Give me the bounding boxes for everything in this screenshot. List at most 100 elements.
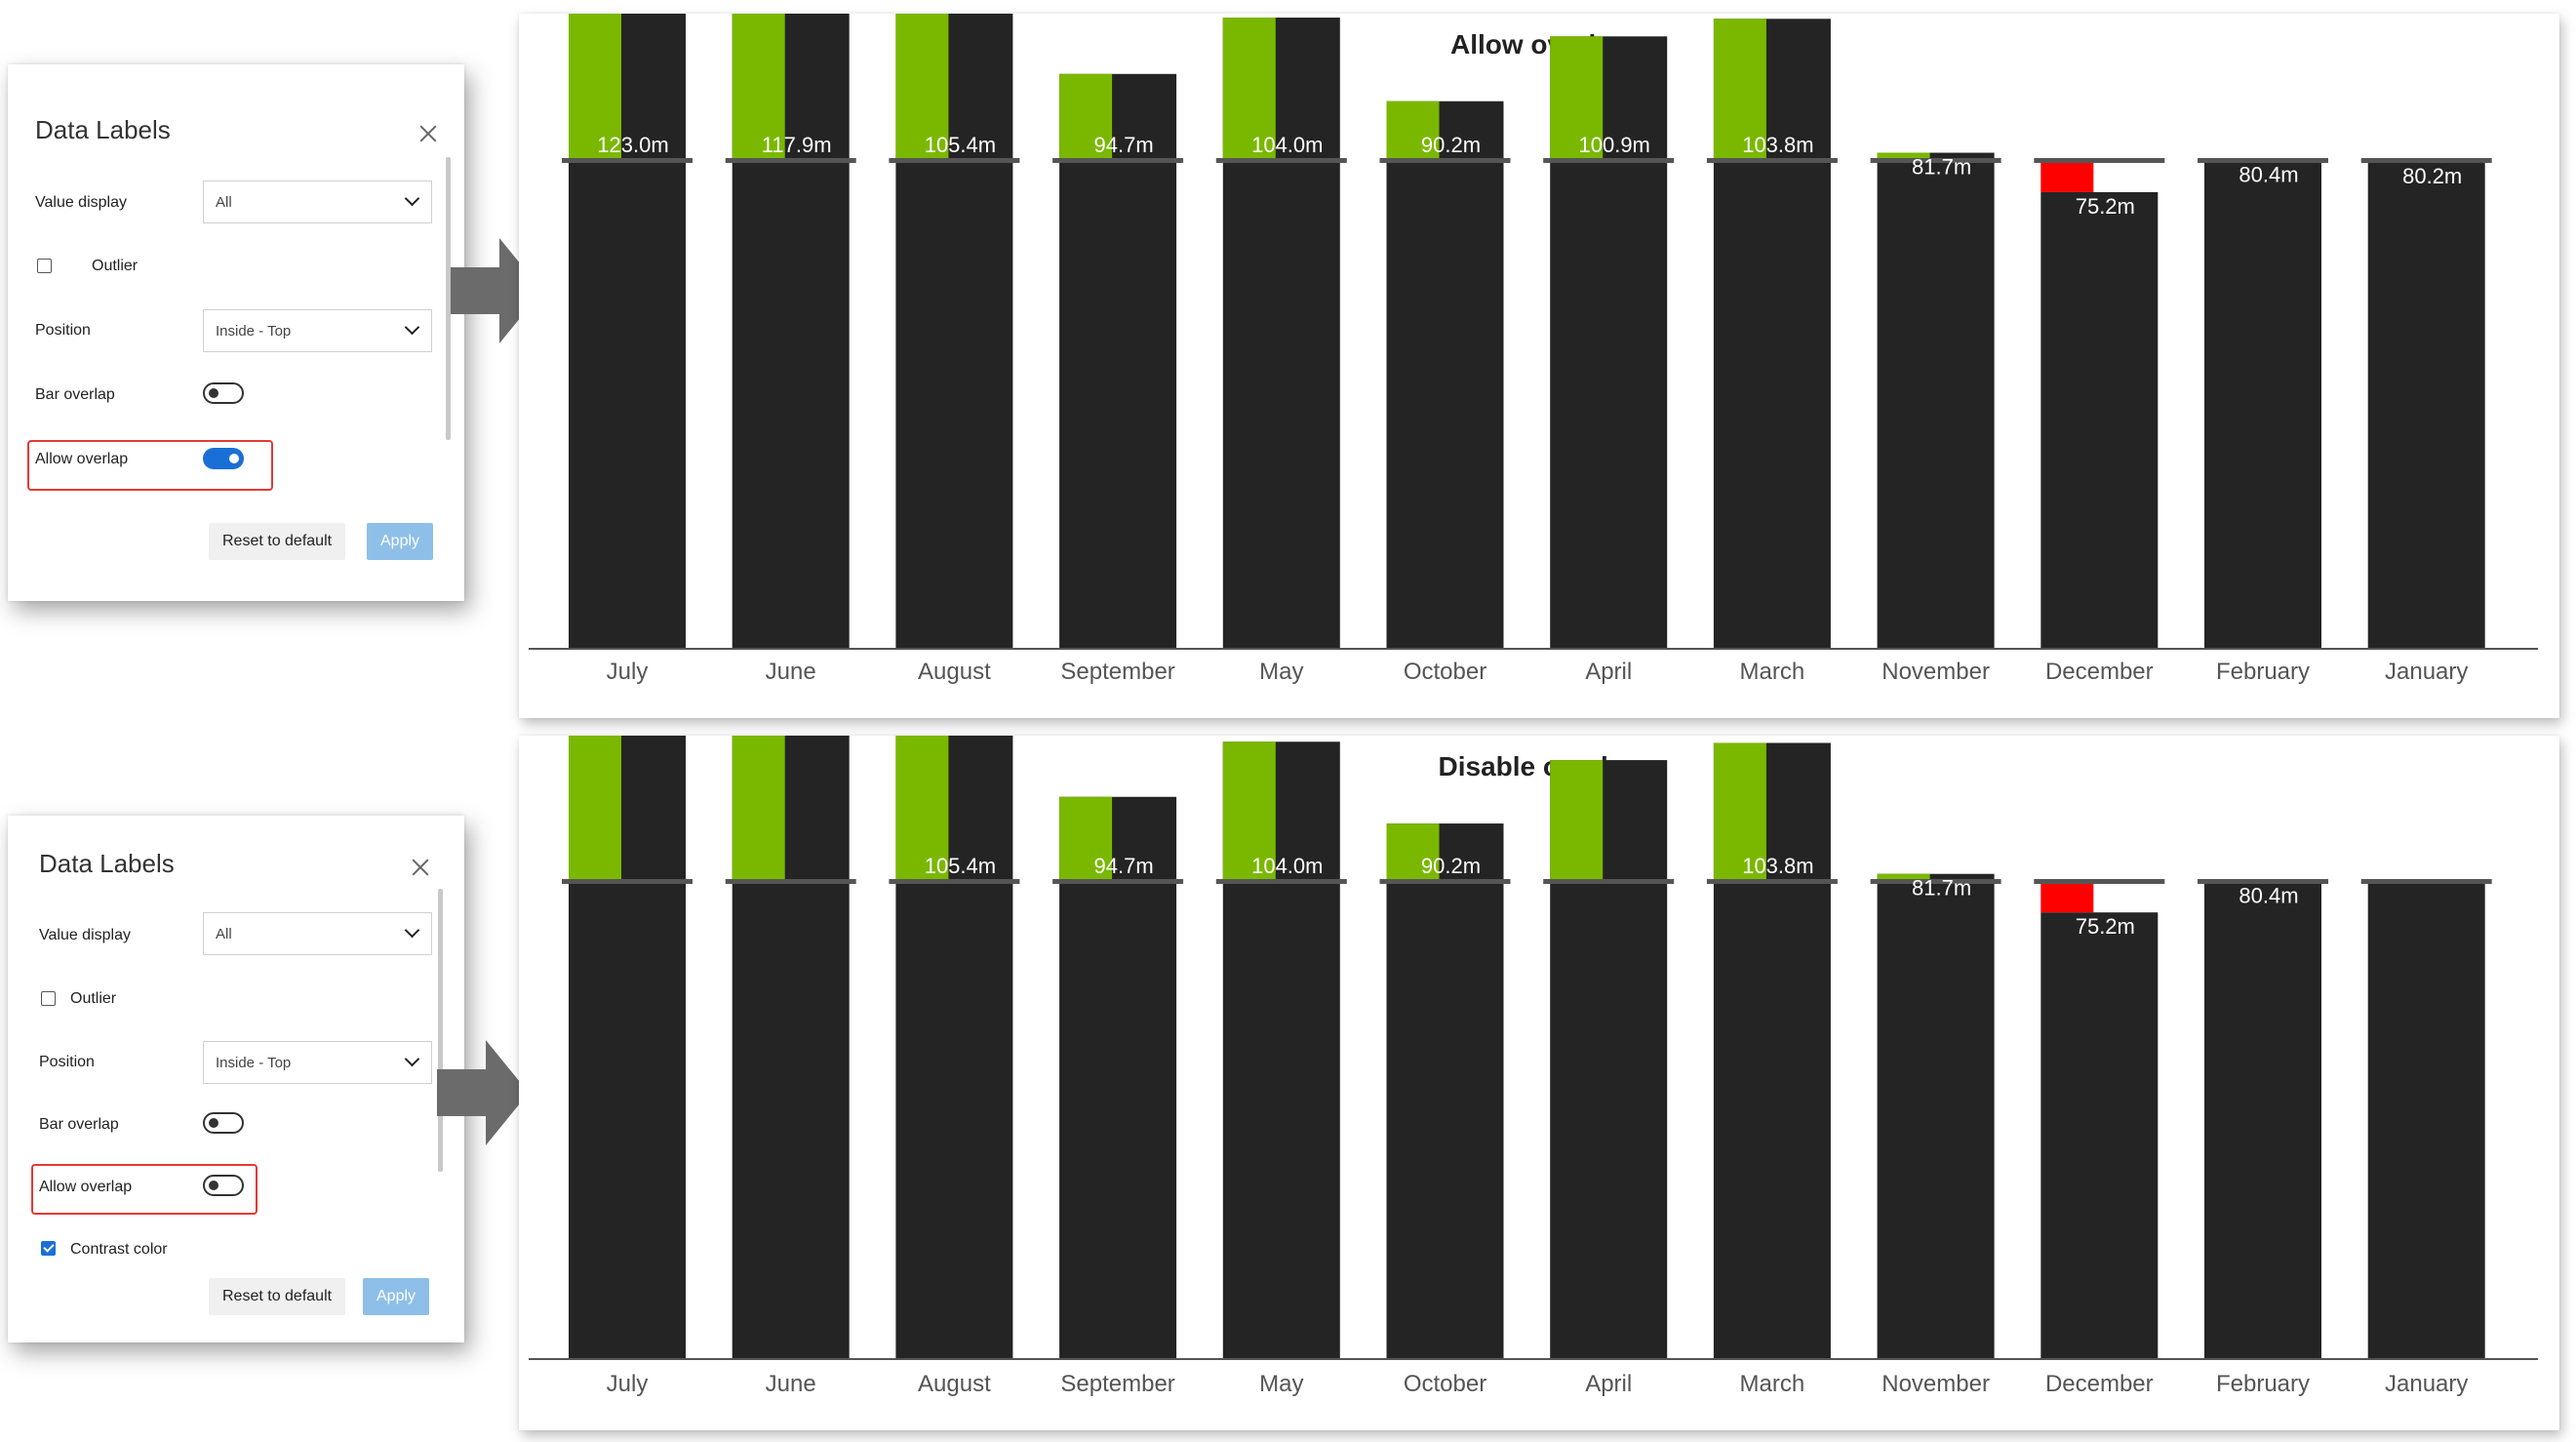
data-label-february: 80.4m [2239, 884, 2298, 908]
value-display-value: All [216, 926, 232, 942]
bar-november [1877, 152, 1995, 649]
reset-to-default-button[interactable]: Reset to default [209, 523, 346, 560]
bar-chart: 123.0m July 117.9m June 105.4m August 94.7m Sep… [529, 14, 2538, 685]
data-label-may: 104.0m [1251, 133, 1323, 157]
positive-variance-june [732, 736, 785, 881]
positive-variance-may [1222, 741, 1276, 881]
positive-variance-may [1222, 18, 1276, 161]
position-label: Position [39, 1054, 95, 1070]
allow-overlap-label: Allow overlap [35, 451, 129, 467]
reference-line-march [1706, 158, 1838, 163]
outlier-label: Outlier [92, 258, 139, 274]
category-label-july: July [607, 1371, 649, 1397]
bar-november [1877, 873, 1995, 1358]
reference-line-august [889, 158, 1020, 163]
reference-line-april [1543, 879, 1675, 884]
data-label-august: 105.4m [925, 854, 996, 878]
data-label-october: 90.2m [1421, 133, 1481, 157]
bar-overlap-label: Bar overlap [39, 1116, 119, 1133]
category-label-january: January [2385, 1371, 2468, 1397]
contrast-color-checkbox[interactable] [41, 1241, 56, 1256]
apply-button[interactable]: Apply [363, 1278, 430, 1315]
reset-to-default-button[interactable]: Reset to default [209, 1278, 346, 1315]
arrow-right-icon [437, 1040, 529, 1145]
contrast-color-label: Contrast color [70, 1241, 168, 1258]
positive-variance-september [1059, 796, 1113, 881]
value-display-select[interactable]: All [203, 912, 432, 955]
positive-variance-march [1713, 19, 1766, 160]
data-labels-dialog-allow: Data Labels Value display All Outlier Po… [8, 64, 464, 601]
data-label-april: 100.9m [1579, 133, 1650, 157]
positive-variance-june [732, 14, 785, 160]
positive-variance-october [1386, 100, 1440, 160]
outlier-checkbox[interactable] [37, 259, 52, 273]
dialog-title: Data Labels [39, 849, 175, 878]
value-display-select[interactable]: All [203, 180, 432, 223]
bar-october [1386, 823, 1504, 1358]
allow-overlap-highlight [27, 440, 273, 491]
positive-variance-august [895, 736, 949, 881]
chart-panel-allow-overlap: Allow overlap 123.0m July 117.9m June 105.4m… [519, 14, 2559, 718]
category-label-november: November [1882, 1371, 1990, 1397]
category-label-december: December [2045, 1371, 2154, 1397]
dialog-scrollbar[interactable] [446, 157, 451, 440]
category-label-december: December [2045, 659, 2154, 685]
position-value: Inside - Top [216, 323, 292, 340]
value-display-label: Value display [35, 194, 127, 211]
data-label-august: 105.4m [925, 133, 996, 157]
data-label-february: 80.4m [2239, 163, 2298, 187]
value-display-label: Value display [39, 927, 131, 943]
data-label-december: 75.2m [2076, 914, 2135, 939]
reference-line-january [2360, 879, 2492, 884]
position-select[interactable]: Inside - Top [203, 1041, 432, 1084]
positive-variance-april [1550, 36, 1604, 160]
category-label-february: February [2216, 659, 2310, 685]
reference-line-november [1870, 158, 2001, 163]
reference-line-april [1543, 158, 1675, 163]
positive-variance-july [569, 736, 621, 881]
bar-september [1059, 796, 1177, 1358]
value-display-value: All [216, 194, 232, 211]
dialog-scrollbar[interactable] [438, 889, 443, 1172]
close-icon[interactable] [419, 125, 437, 142]
negative-variance-december [2041, 881, 2094, 913]
close-icon[interactable] [412, 859, 429, 876]
bar-january [2367, 882, 2485, 1358]
reference-line-june [725, 879, 856, 884]
bar-overlap-toggle[interactable] [203, 1112, 244, 1134]
reference-line-september [1052, 158, 1184, 163]
reference-line-september [1052, 879, 1184, 884]
bar-overlap-label: Bar overlap [35, 386, 115, 403]
reference-line-february [2198, 879, 2328, 884]
data-label-march: 103.8m [1742, 133, 1813, 157]
reference-line-may [1215, 879, 1347, 884]
bar-chart: July June 105.4m August 94.7m September 104.0m… [529, 736, 2538, 1397]
allow-overlap-toggle[interactable] [203, 1175, 244, 1196]
reference-line-february [2198, 158, 2328, 163]
reference-line-june [725, 158, 856, 163]
data-label-november: 81.7m [1912, 155, 1971, 180]
positive-variance-april [1550, 760, 1604, 881]
bar-overlap-toggle[interactable] [203, 382, 244, 404]
apply-button[interactable]: Apply [367, 523, 434, 560]
positive-variance-march [1713, 742, 1766, 881]
reference-line-may [1215, 158, 1347, 163]
category-label-june: June [766, 1371, 816, 1397]
data-label-march: 103.8m [1742, 854, 1813, 878]
reference-line-october [1379, 879, 1511, 884]
dialog-title: Data Labels [35, 115, 171, 144]
positive-variance-october [1386, 823, 1440, 881]
position-select[interactable]: Inside - Top [203, 309, 432, 352]
allow-overlap-toggle[interactable] [203, 448, 244, 469]
category-label-april: April [1585, 659, 1632, 685]
positive-variance-november [1877, 152, 1930, 160]
outlier-checkbox[interactable] [41, 991, 56, 1006]
category-label-march: March [1740, 1371, 1805, 1397]
reference-line-january [2360, 158, 2492, 163]
bar-february [2204, 160, 2321, 648]
data-label-october: 90.2m [1421, 854, 1481, 878]
reference-line-july [562, 158, 693, 163]
reference-line-july [562, 879, 693, 884]
category-label-october: October [1404, 1371, 1486, 1397]
positive-variance-september [1059, 73, 1113, 160]
